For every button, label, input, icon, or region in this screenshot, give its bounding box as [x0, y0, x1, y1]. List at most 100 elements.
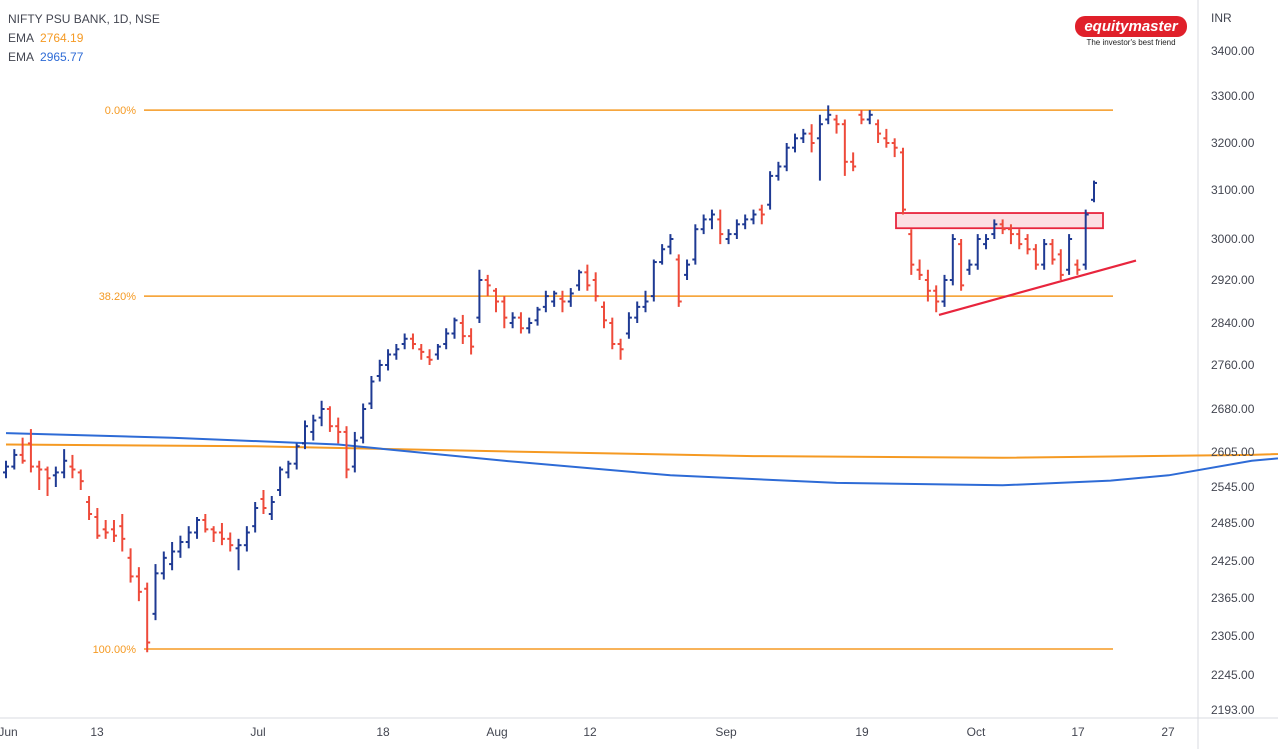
ohlc-bar	[194, 517, 201, 539]
ohlc-bar	[243, 526, 250, 552]
y-tick-label: 2305.00	[1211, 629, 1255, 643]
ohlc-bar	[542, 290, 549, 313]
ohlc-bar	[1016, 229, 1023, 250]
fib-level-label: 38.20%	[99, 291, 137, 303]
ohlc-bar	[310, 414, 317, 441]
ohlc-bar	[692, 224, 699, 265]
chart-legend: NIFTY PSU BANK, 1D, NSE EMA 2764.19 EMA …	[8, 10, 160, 67]
ohlc-bar	[401, 333, 408, 350]
ohlc-bar	[119, 514, 126, 552]
ohlc-bar	[1066, 234, 1073, 275]
ohlc-bar	[592, 272, 599, 302]
ohlc-bar	[426, 349, 433, 365]
ohlc-bar	[285, 460, 292, 479]
ohlc-bar	[1049, 239, 1056, 265]
ohlc-bar	[468, 328, 475, 355]
ohlc-bar	[650, 259, 657, 302]
ohlc-bar	[86, 496, 93, 520]
y-tick-label: 3000.00	[1211, 232, 1255, 246]
ohlc-bar	[625, 312, 632, 339]
y-tick-label: 2920.00	[1211, 273, 1255, 287]
ohlc-bar	[717, 209, 724, 245]
ohlc-bar	[974, 234, 981, 270]
ohlc-bar	[160, 551, 167, 580]
ohlc-bar	[758, 204, 765, 225]
ohlc-bar	[850, 152, 857, 172]
ohlc-bar	[609, 317, 616, 350]
ohlc-bar	[1091, 180, 1097, 203]
ohlc-bar	[825, 105, 832, 125]
x-tick-label: 13	[90, 725, 104, 739]
y-tick-label: 3100.00	[1211, 183, 1255, 197]
ohlc-bar	[1032, 244, 1039, 270]
ohlc-bar	[567, 288, 574, 307]
ohlc-bar	[152, 564, 159, 621]
ohlc-bar	[808, 124, 815, 153]
ohlc-bar	[584, 264, 591, 291]
ohlc-bar	[218, 523, 225, 546]
fib-level-label: 100.00%	[93, 644, 137, 656]
ohlc-bar	[999, 219, 1006, 235]
ohlc-bar	[659, 244, 666, 265]
y-tick-label: 2680.00	[1211, 402, 1255, 416]
ohlc-bar	[908, 229, 915, 275]
x-tick-label: 18	[376, 725, 390, 739]
ohlc-bar	[966, 259, 973, 275]
y-tick-label: 2545.00	[1211, 480, 1255, 494]
y-tick-label: 2245.00	[1211, 668, 1255, 682]
ohlc-bar	[551, 290, 558, 307]
ohlc-bar	[185, 526, 192, 549]
ohlc-bar	[1057, 249, 1064, 280]
ohlc-bar	[77, 469, 84, 490]
ohlc-bar	[102, 520, 109, 539]
y-tick-label: 2485.00	[1211, 516, 1255, 530]
ohlc-bar	[210, 526, 217, 542]
ohlc-bar	[360, 403, 367, 444]
ohlc-bar	[459, 314, 466, 344]
resistance-zone	[895, 212, 1104, 230]
y-tick-label: 2605.00	[1211, 445, 1255, 459]
ohlc-bar	[750, 209, 757, 225]
ohlc-bar	[708, 209, 715, 230]
ohlc-bar	[177, 535, 184, 558]
ohlc-bar	[127, 548, 134, 583]
ohlc-bar	[933, 285, 940, 313]
chart-title: NIFTY PSU BANK, 1D, NSE	[8, 12, 160, 26]
ohlc-bar	[3, 460, 9, 479]
x-tick-label: Oct	[967, 725, 986, 739]
ohlc-bar	[767, 171, 774, 210]
ohlc-bar	[69, 454, 76, 479]
x-tick-label: 27	[1161, 725, 1175, 739]
ohlc-bar	[1007, 224, 1014, 245]
ohlc-bar	[252, 502, 259, 533]
ohlc-bar	[891, 138, 898, 158]
ohlc-bar	[393, 344, 400, 360]
ohlc-bar	[833, 114, 840, 134]
ohlc-bar	[110, 520, 117, 542]
ohlc-bar	[899, 147, 906, 215]
y-tick-label: 3400.00	[1211, 44, 1255, 58]
ohlc-bar	[484, 274, 491, 297]
ohlc-bar	[725, 229, 732, 245]
ohlc-bar	[841, 119, 848, 176]
ohlc-bar	[858, 110, 865, 125]
ohlc-bar	[517, 312, 524, 334]
legend-ema-value-2: 2965.77	[40, 50, 84, 64]
ohlc-bar	[509, 312, 516, 329]
ohlc-bar	[949, 234, 956, 286]
ohlc-bar	[733, 219, 740, 239]
ohlc-bar	[559, 290, 566, 313]
currency-label: INR	[1211, 11, 1232, 25]
ohlc-bar	[1074, 259, 1081, 275]
y-tick-label: 3200.00	[1211, 136, 1255, 150]
ohlc-bar	[476, 269, 483, 323]
ohlc-bar	[61, 449, 68, 479]
ohlc-bar	[301, 420, 308, 450]
ohlc-bar	[866, 110, 873, 125]
ohlc-bar	[368, 376, 375, 409]
y-tick-label: 2760.00	[1211, 358, 1255, 372]
ohlc-bar	[792, 133, 799, 153]
x-tick-label: Jun	[0, 725, 18, 739]
ohlc-bar	[916, 259, 923, 280]
